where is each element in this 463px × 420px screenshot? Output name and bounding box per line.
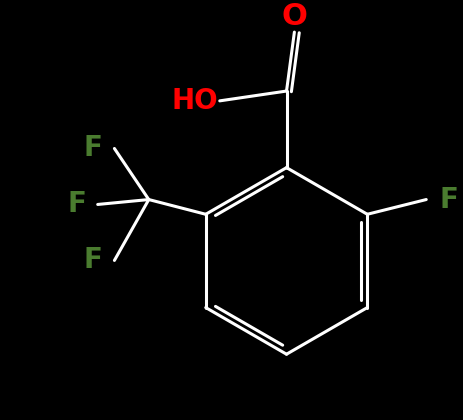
Text: O: O: [282, 2, 307, 31]
Text: F: F: [84, 247, 103, 274]
Text: F: F: [67, 190, 86, 218]
Text: F: F: [440, 186, 459, 213]
Text: F: F: [84, 134, 103, 163]
Text: HO: HO: [171, 87, 218, 115]
